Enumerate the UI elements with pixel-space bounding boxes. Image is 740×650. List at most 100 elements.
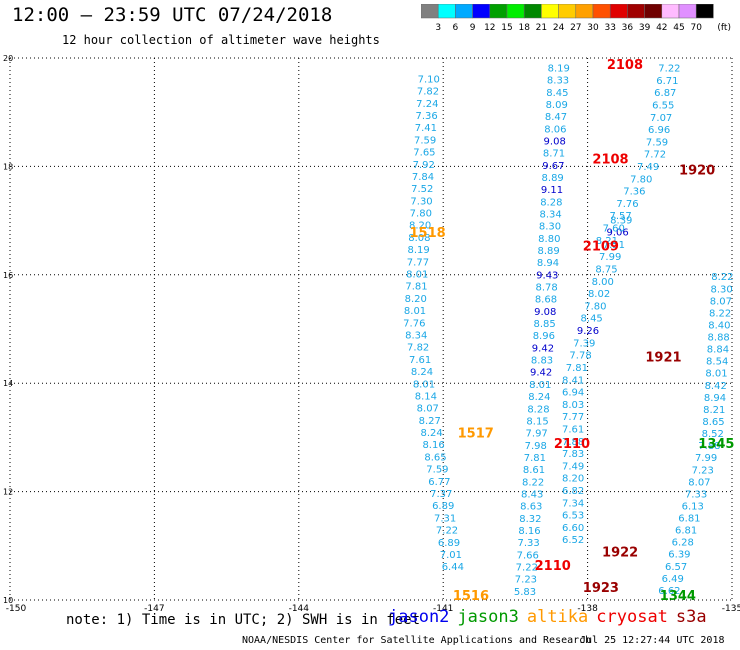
wave-height-value: 8.30 — [711, 284, 733, 295]
wave-height-value: 7.66 — [517, 550, 539, 561]
wave-height-value: 8.01 — [413, 379, 435, 390]
y-tick-label: 16 — [3, 271, 13, 280]
wave-height-value: 6.60 — [562, 523, 584, 534]
wave-height-value: 8.71 — [543, 149, 565, 160]
scale-tick-label: 6 — [453, 23, 459, 33]
wave-height-value: 8.28 — [527, 404, 549, 415]
legend-jason3: jason3 — [457, 607, 519, 627]
wave-height-value: 8.80 — [538, 234, 560, 245]
chart-subtitle: 12 hour collection of altimeter wave hei… — [62, 33, 380, 47]
wave-height-value: 8.65 — [702, 417, 724, 428]
wave-height-value: 6.57 — [665, 562, 687, 573]
pass-time-label: 1922 — [602, 546, 638, 561]
wave-height-value: 7.49 — [562, 461, 584, 472]
y-tick-label: 14 — [3, 379, 13, 388]
wave-height-value: 7.36 — [623, 187, 645, 198]
wave-height-value: 6.71 — [656, 76, 678, 87]
wave-height-value: 7.72 — [644, 150, 666, 161]
wave-height-value: 7.07 — [650, 113, 672, 124]
wave-height-value: 8.24 — [411, 367, 433, 378]
wave-height-value: 8.07 — [688, 477, 710, 488]
x-tick-label: -144 — [289, 604, 310, 614]
wave-height-value: 5.83 — [514, 587, 536, 598]
scale-tick-label: 12 — [484, 23, 495, 33]
wave-height-value: 9.42 — [530, 368, 552, 379]
wave-height-value: 7.59 — [426, 465, 448, 476]
wave-height-value: 6.89 — [432, 501, 454, 512]
wave-height-value: 7.77 — [407, 257, 429, 268]
pass-time-label: 1344 — [660, 589, 696, 604]
pass-time-label: 2109 — [583, 239, 619, 254]
wave-height-value: 8.24 — [421, 428, 443, 439]
scale-tick-label: 45 — [673, 23, 684, 33]
wave-height-value: 8.19 — [548, 64, 570, 75]
wave-height-value: 7.41 — [415, 123, 437, 134]
wave-height-value: 8.68 — [535, 295, 557, 306]
wave-height-value: 9.43 — [536, 270, 558, 281]
wave-height-value: 6.28 — [672, 538, 694, 549]
wave-height-value: 8.41 — [562, 375, 584, 386]
wave-height-value: 8.20 — [562, 474, 584, 485]
scale-tick-label: 33 — [604, 23, 615, 33]
scale-tick-label: 3 — [435, 23, 441, 33]
wave-height-value: 8.08 — [408, 233, 430, 244]
wave-height-value: 6.82 — [562, 486, 584, 497]
wave-height-value: 8.63 — [520, 502, 542, 513]
wave-height-value: 8.89 — [538, 246, 560, 257]
wave-height-value: 7.22 — [436, 526, 458, 537]
wave-height-value: 8.45 — [581, 314, 603, 325]
legend-s3a: s3a — [675, 607, 707, 627]
wave-height-value: 8.14 — [415, 391, 437, 402]
wave-height-value: 7.37 — [430, 489, 452, 500]
wave-height-value: 9.11 — [541, 185, 563, 196]
wave-height-value: 8.47 — [545, 112, 567, 123]
wave-height-value: 7.98 — [525, 441, 547, 452]
wave-height-value: 8.21 — [703, 405, 725, 416]
wave-height-value: 7.57 — [609, 211, 631, 222]
wave-height-value: 8.03 — [562, 400, 584, 411]
wave-height-value: 8.94 — [704, 393, 726, 404]
wave-height-value: 9.26 — [577, 326, 599, 337]
wave-height-value: 7.01 — [440, 550, 462, 561]
wave-height-value: 8.78 — [535, 283, 557, 294]
wave-height-value: 8.61 — [523, 465, 545, 476]
wave-height-value: 7.82 — [417, 87, 439, 98]
legend-cryosat: cryosat — [596, 607, 668, 627]
wave-height-value: 8.30 — [539, 222, 561, 233]
wave-height-value: 7.23 — [515, 575, 537, 586]
pass-time-label: 2110 — [554, 437, 590, 452]
wave-height-value: 8.52 — [702, 429, 724, 440]
wave-height-value: 7.33 — [517, 538, 539, 549]
scale-tick-label: 21 — [536, 23, 547, 33]
wave-height-value: 7.49 — [637, 162, 659, 173]
wave-height-value: 7.61 — [562, 424, 584, 435]
wave-height-value: 8.20 — [409, 221, 431, 232]
wave-height-value: 6.52 — [562, 535, 584, 546]
legend-jason2: jason2 — [388, 607, 450, 627]
wave-height-value: 8.54 — [706, 357, 728, 368]
wave-height-value: 7.77 — [562, 412, 584, 423]
pass-time-label: 2108 — [592, 153, 628, 168]
wave-height-value: 7.39 — [573, 338, 595, 349]
wave-height-value: 9.08 — [534, 307, 556, 318]
wave-height-value: 7.52 — [411, 184, 433, 195]
legend-altika: altika — [526, 607, 589, 627]
wave-height-value: 8.89 — [542, 173, 564, 184]
wave-height-color-scale: 3 6 9 12 15 18 21 24 27 30 33 36 39 42 45 70 (ft) — [421, 4, 731, 33]
wave-height-value: 8.33 — [547, 76, 569, 87]
wave-height-value: 7.81 — [524, 453, 546, 464]
wave-height-tracks: 7.107.827.247.367.417.597.657.927.847.52… — [403, 64, 733, 598]
x-tick-label: -150 — [6, 604, 27, 614]
wave-height-value: 7.88 — [562, 437, 584, 448]
wave-height-value: 8.07 — [710, 296, 732, 307]
wave-height-value: 8.24 — [528, 392, 550, 403]
x-tick-label: -141 — [433, 604, 453, 614]
mission-legend: jason2 jason3 altika cryosat s3a — [388, 607, 715, 627]
wave-height-value: 7.82 — [407, 343, 429, 354]
pass-time-label: 1518 — [410, 226, 446, 241]
scale-tick-label: 15 — [501, 23, 512, 33]
wave-height-value: 7.76 — [616, 199, 638, 210]
wave-height-value: 6.87 — [654, 88, 676, 99]
scale-tick-label: 18 — [518, 23, 530, 33]
